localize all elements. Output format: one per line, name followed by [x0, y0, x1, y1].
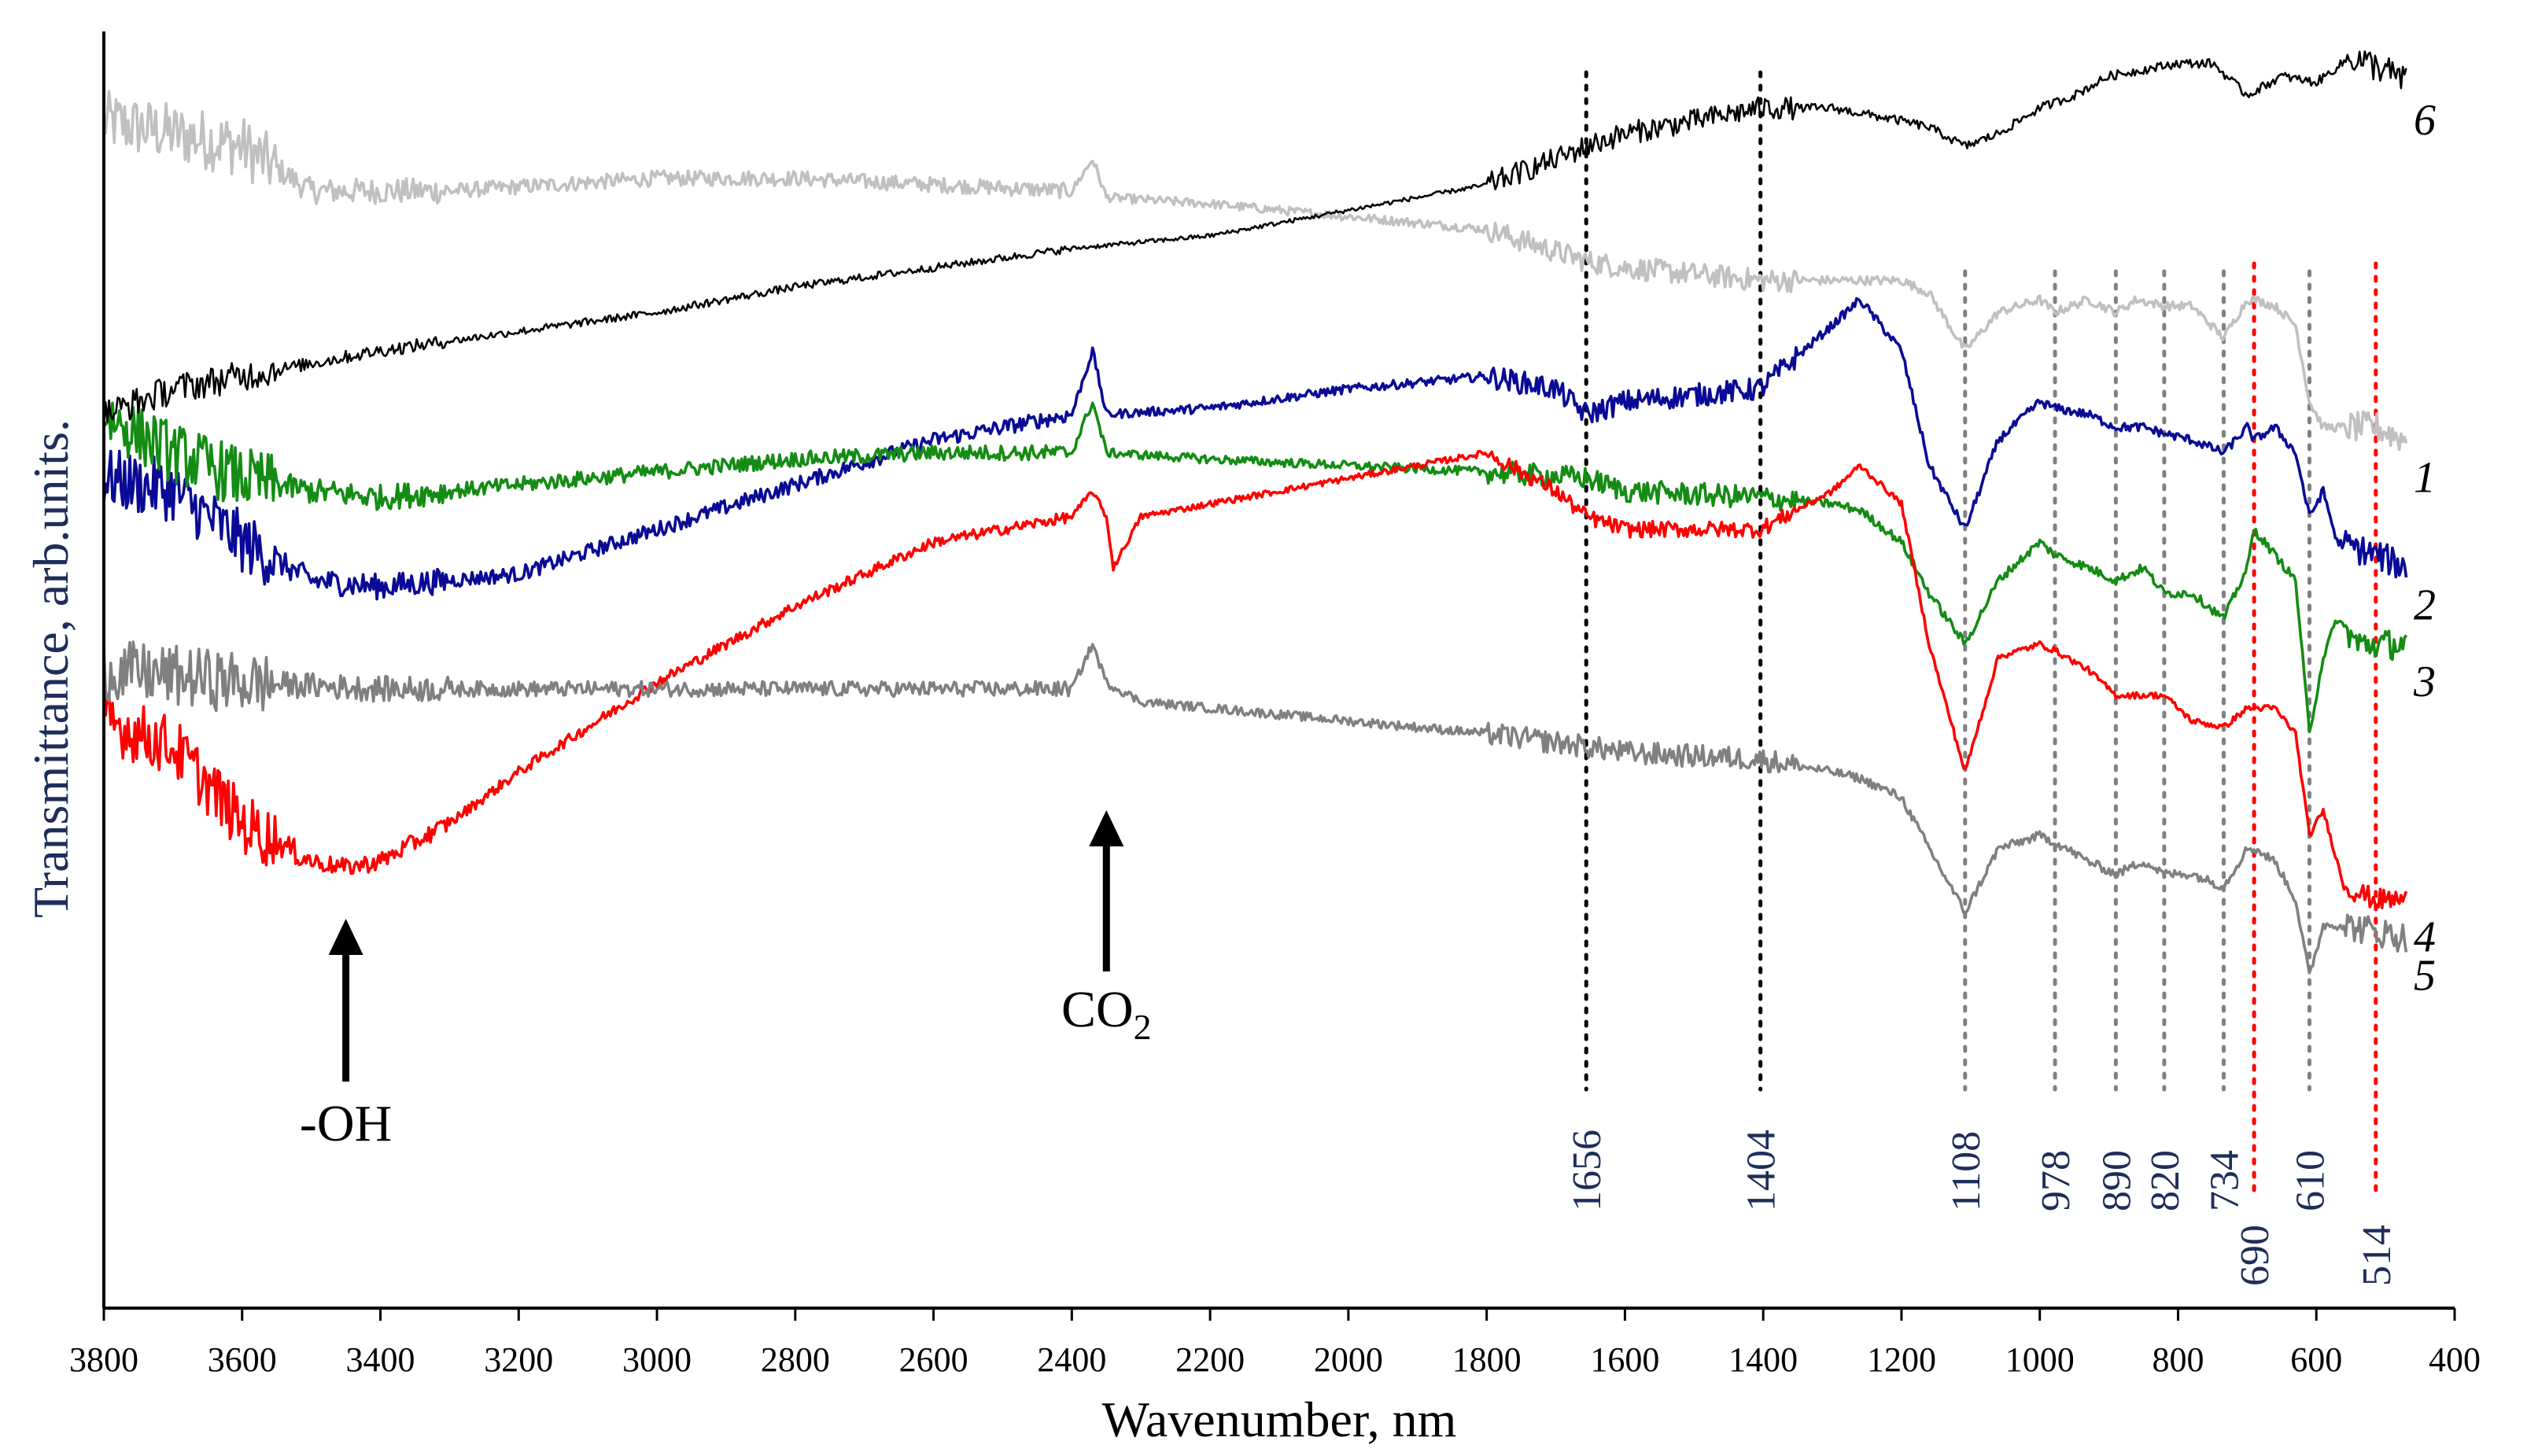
x-tick-label: 2200: [1175, 1340, 1245, 1379]
x-tick-label: 1400: [1728, 1340, 1798, 1379]
series-3-label: 3: [2413, 658, 2436, 706]
x-tick-label: 3600: [208, 1340, 277, 1379]
x-tick-label: 800: [2152, 1340, 2204, 1379]
x-tick-label: 1800: [1452, 1340, 1522, 1379]
annotations: -OH CO2: [300, 810, 1152, 1152]
x-tick-label: 2400: [1037, 1340, 1106, 1379]
x-tick-label: 3200: [484, 1340, 553, 1379]
x-axis-title: Wavenumber, nm: [1102, 1391, 1457, 1447]
series-4-line: [102, 449, 2408, 909]
x-tick-label: 1600: [1590, 1340, 1659, 1379]
annotation-arrow-head: [328, 919, 363, 955]
x-tick-label: 2800: [761, 1340, 830, 1379]
reference-line-label: 610: [2288, 1150, 2333, 1211]
series-2-label: 2: [2414, 581, 2436, 630]
series-1-line: [102, 90, 2408, 452]
x-tick-label: 600: [2290, 1340, 2342, 1379]
reference-line-label: 1108: [1944, 1131, 1989, 1211]
x-tick-label: 1000: [2005, 1340, 2075, 1379]
annotation-arrow-head: [1089, 810, 1124, 846]
reference-line-label: 734: [2202, 1150, 2247, 1211]
series-5-label: 5: [2414, 951, 2436, 1000]
series-4-label: 4: [2414, 913, 2436, 962]
x-tick-label: 3000: [622, 1340, 692, 1379]
reference-line-label: 514: [2355, 1225, 2400, 1286]
y-axis-title: Transmittance, arb.units.: [23, 419, 79, 918]
series-2-line: [102, 297, 2408, 601]
series-3-line: [102, 401, 2408, 734]
reference-line-label: 978: [2034, 1150, 2079, 1211]
reference-line-label: 690: [2233, 1225, 2278, 1286]
reference-line-label: 820: [2143, 1150, 2188, 1211]
series-6-line: [102, 50, 2407, 426]
series-5-line: [102, 640, 2408, 975]
x-tick-label: 2600: [899, 1340, 968, 1379]
x-tick-label: 2000: [1314, 1340, 1383, 1379]
x-tick-label: 3800: [69, 1340, 138, 1379]
x-tick-label: 3400: [346, 1340, 415, 1379]
x-ticks: 3800 3600 3400 3200 3000 2800 2600 2400 2200 2000…: [69, 1308, 2481, 1379]
series-6-label: 6: [2414, 96, 2436, 145]
reference-line-label: 1404: [1739, 1130, 1784, 1211]
annotation-label: CO2: [1061, 981, 1152, 1047]
series-1-label: 1: [2414, 453, 2436, 502]
annotation-label: -OH: [300, 1095, 392, 1152]
x-tick-label: 400: [2429, 1340, 2481, 1379]
x-tick-label: 1200: [1867, 1340, 1936, 1379]
spectra-series: 1 2 3 45 6: [102, 50, 2436, 1000]
reference-line-label: 1656: [1565, 1130, 1610, 1211]
reference-line-label: 890: [2094, 1150, 2139, 1211]
axes: [102, 31, 2455, 1310]
